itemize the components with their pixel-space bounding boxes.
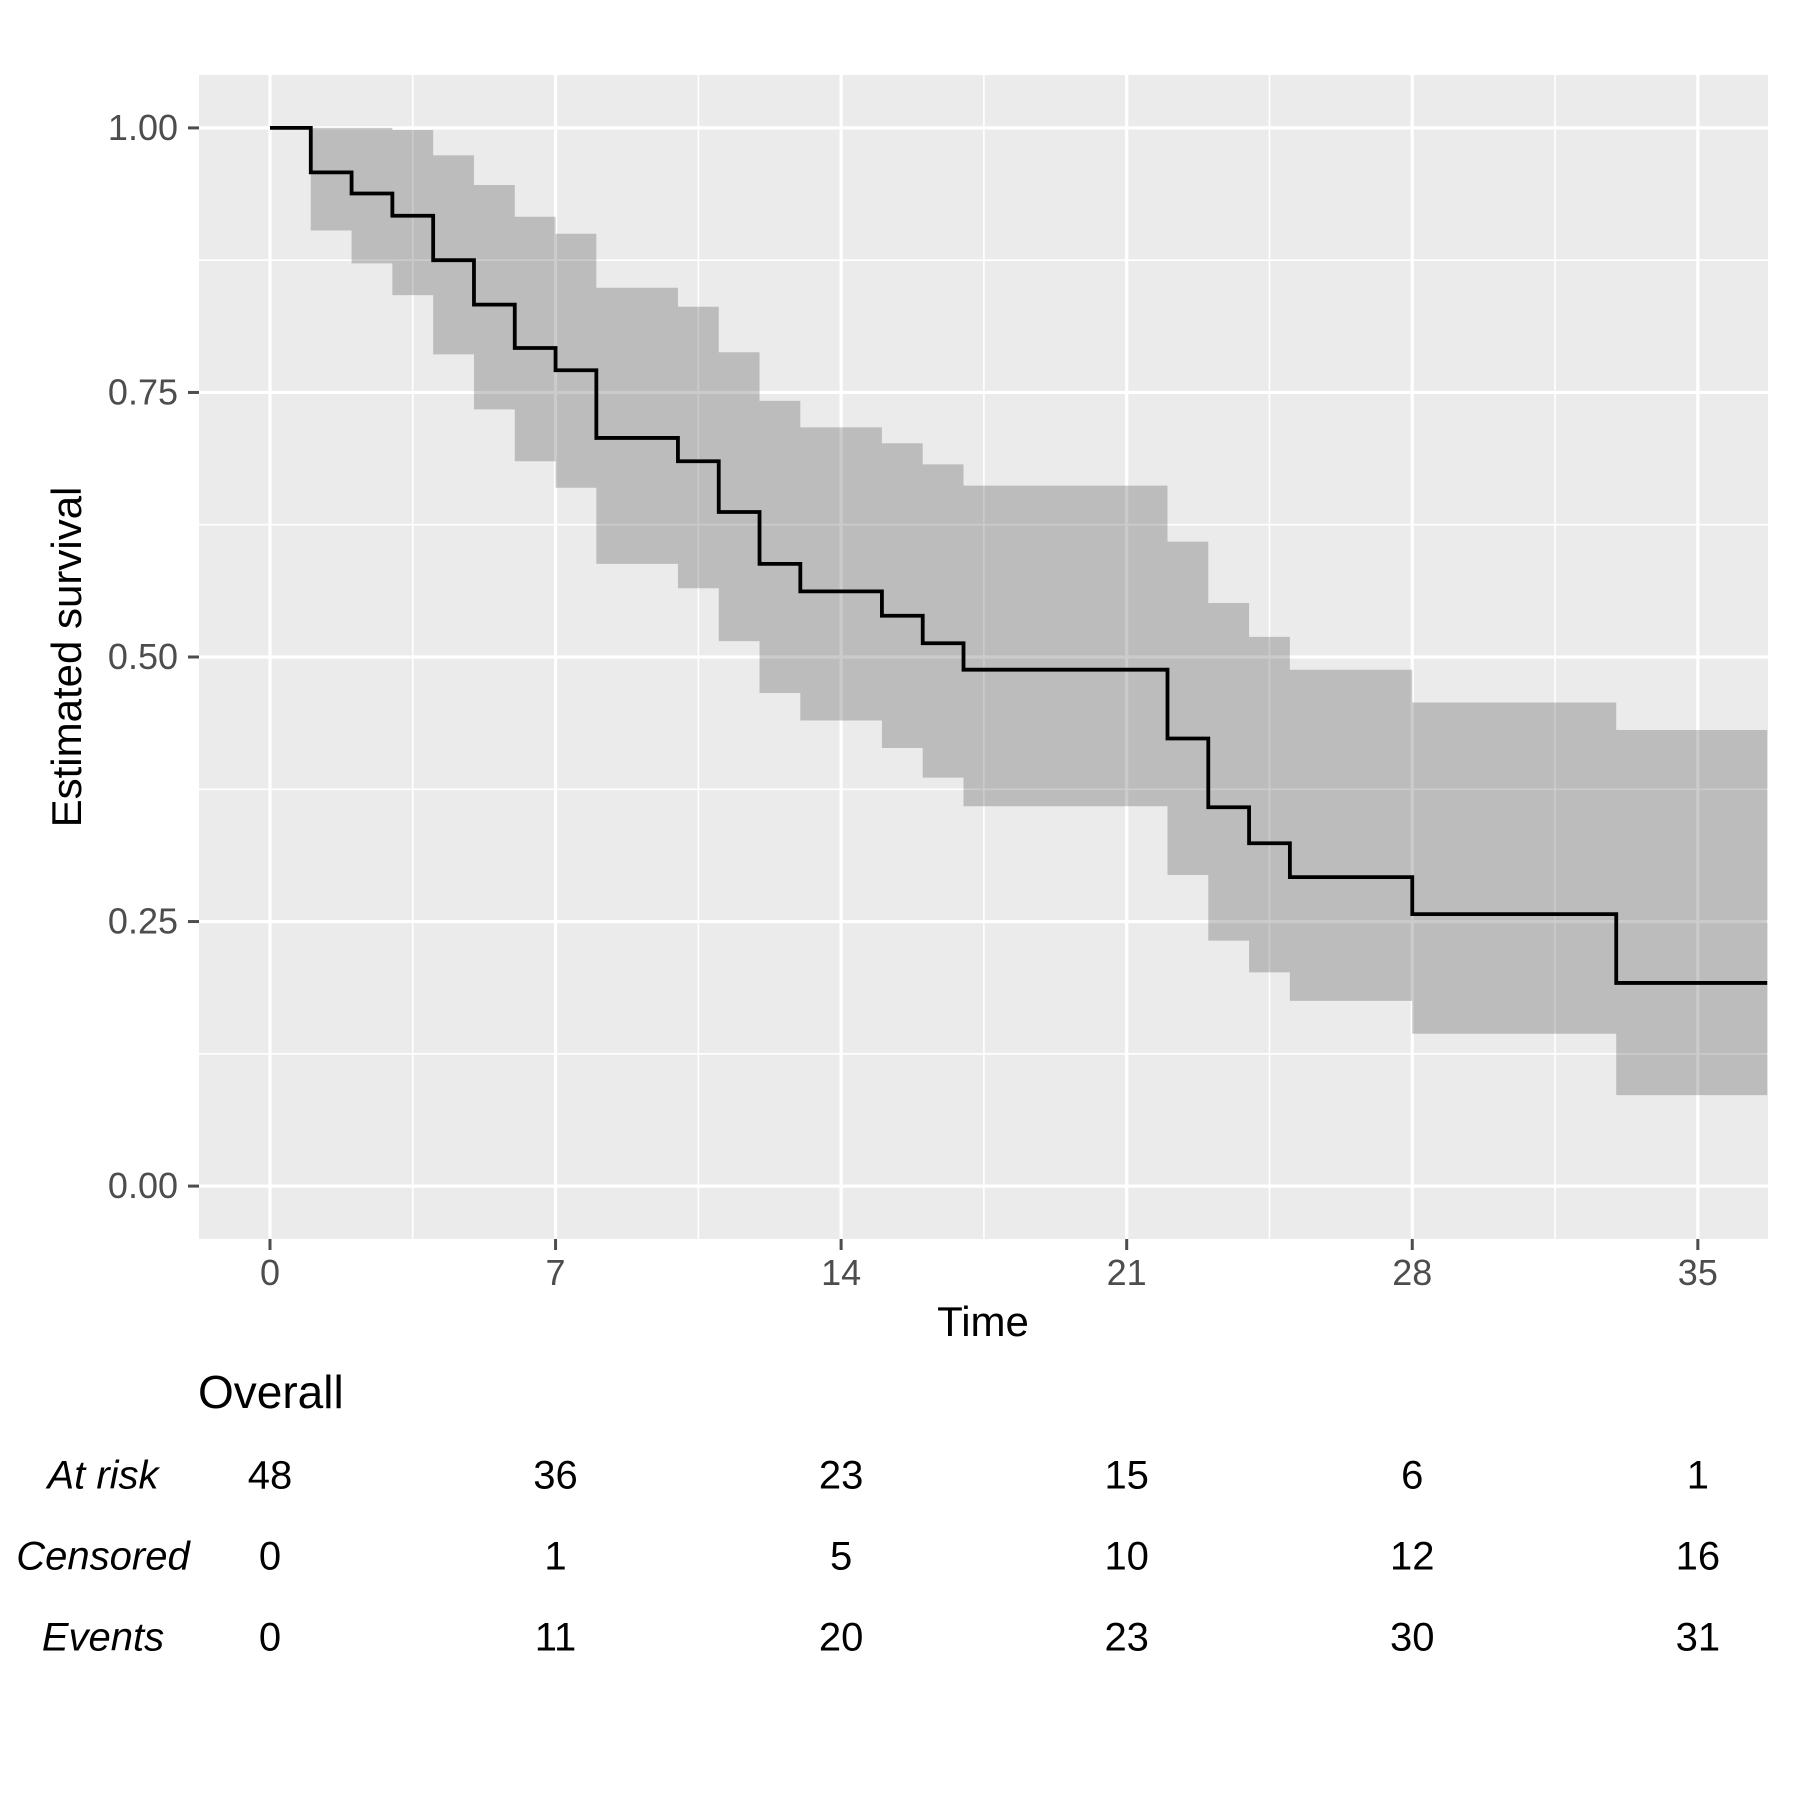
x-tick-label: 14 <box>821 1252 861 1293</box>
x-tick-label: 7 <box>546 1252 566 1293</box>
x-tick-label: 21 <box>1107 1252 1147 1293</box>
risk-table-value: 6 <box>1401 1453 1424 1498</box>
risk-table-value: 10 <box>1104 1534 1149 1579</box>
risk-table-value: 11 <box>534 1615 577 1660</box>
risk-table-title: Overall <box>198 1366 344 1418</box>
risk-row-label-events: Events <box>41 1615 165 1660</box>
risk-table-value: 30 <box>1390 1615 1435 1660</box>
risk-row-label-at-risk: At risk <box>47 1453 159 1498</box>
survival-curve <box>269 126 1768 985</box>
risk-table-value: 0 <box>258 1615 282 1660</box>
y-tick-label: 0.25 <box>108 901 178 942</box>
risk-table-value: 1 <box>544 1534 567 1579</box>
y-tick-label: 1.00 <box>108 107 178 148</box>
risk-table-value: 48 <box>247 1453 293 1498</box>
risk-table-value: 31 <box>1675 1615 1721 1660</box>
risk-table-value: 1 <box>1686 1453 1709 1498</box>
confidence-ribbon <box>310 127 1768 1096</box>
x-tick-label: 28 <box>1392 1252 1432 1293</box>
y-tick-label: 0.75 <box>108 371 178 412</box>
risk-table-value: 12 <box>1390 1534 1435 1579</box>
x-axis-title: Time <box>937 1298 1029 1345</box>
y-tick-label: 0.00 <box>108 1165 178 1206</box>
risk-table-value: 0 <box>258 1534 282 1579</box>
y-axis-title: Estimated survival <box>43 486 90 828</box>
risk-table-value: 16 <box>1675 1534 1721 1579</box>
x-tick-label: 0 <box>260 1252 280 1293</box>
y-tick-label: 0.50 <box>108 636 178 677</box>
risk-row-label-censored: Censored <box>16 1534 190 1579</box>
risk-table-value: 36 <box>533 1453 578 1498</box>
risk-table-value: 20 <box>818 1615 864 1660</box>
risk-table-value: 23 <box>818 1453 864 1498</box>
x-tick-label: 35 <box>1678 1252 1718 1293</box>
risk-table-value: 15 <box>1104 1453 1149 1498</box>
risk-table-value: 5 <box>829 1534 853 1579</box>
risk-table-value: 23 <box>1104 1615 1149 1660</box>
